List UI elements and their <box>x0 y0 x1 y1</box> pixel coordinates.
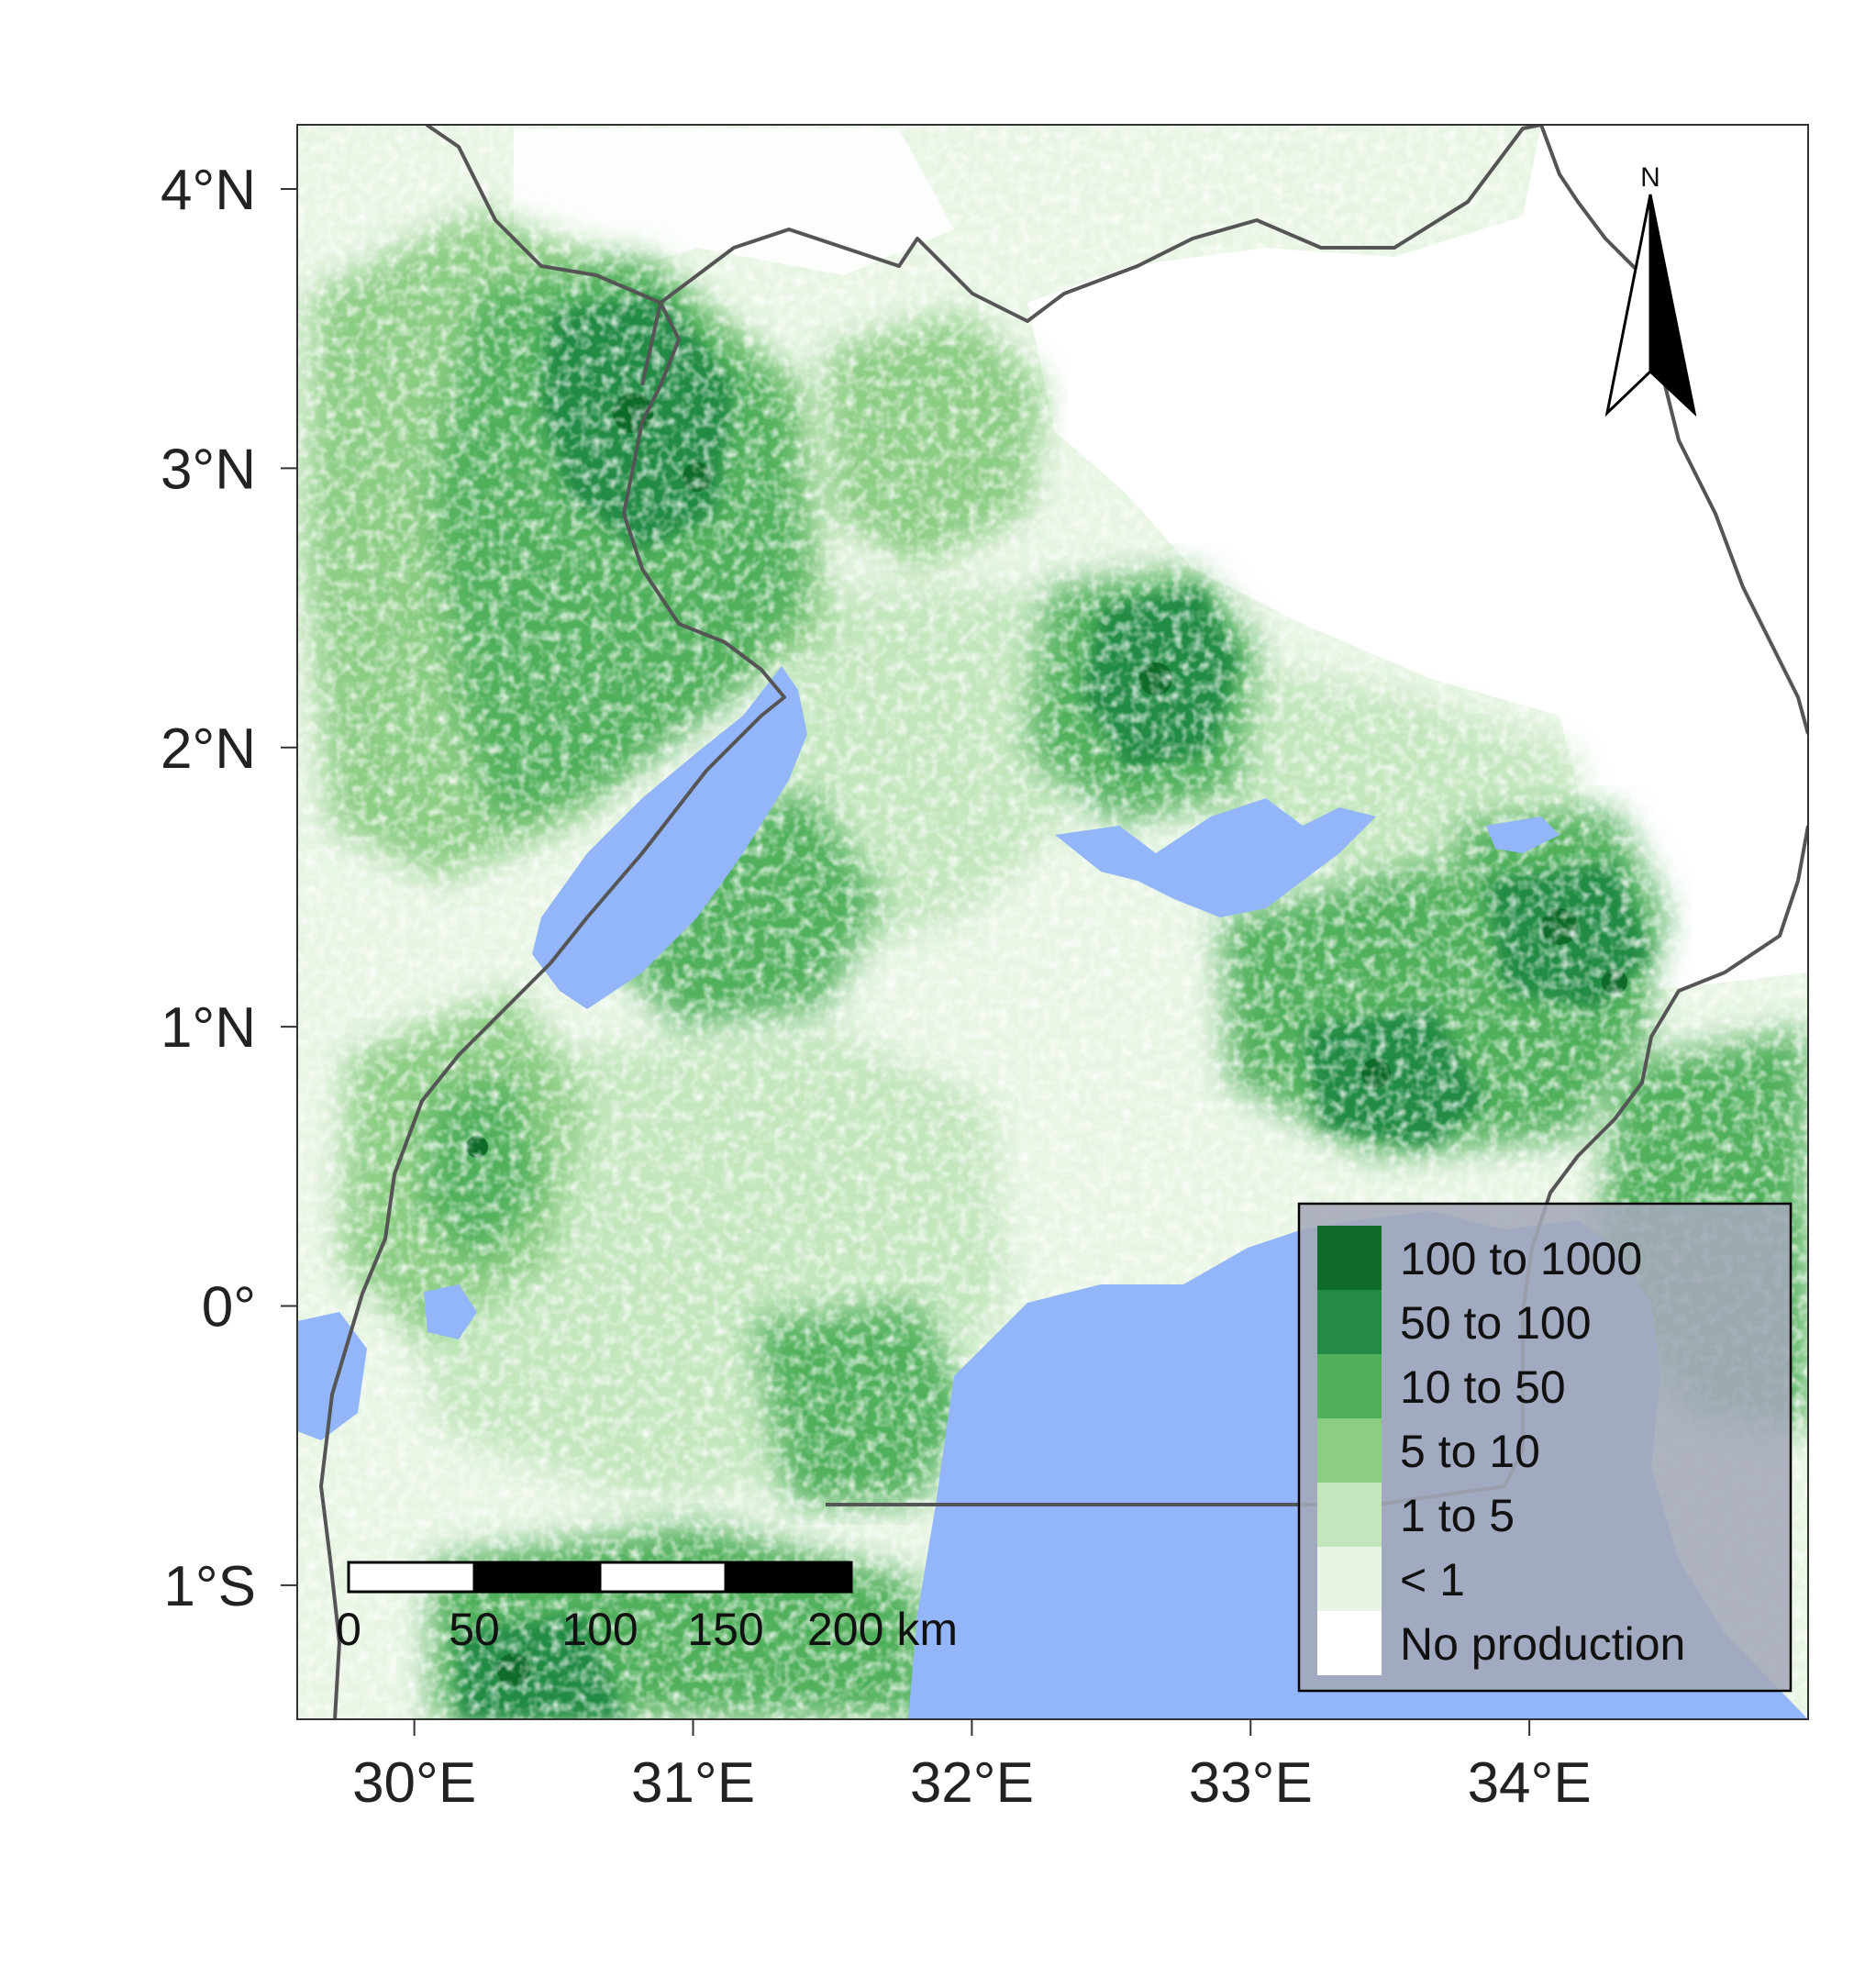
legend-label-3: 5 to 10 <box>1400 1426 1540 1477</box>
lake-albert <box>532 666 807 1009</box>
lake-edward <box>297 1312 367 1440</box>
y-tick-label-3: 1°N <box>161 996 256 1060</box>
y-axis: 4°N 3°N 2°N 1°N 0° 1°S <box>161 159 297 1618</box>
map-frame <box>296 124 1809 1720</box>
scale-label-200: 200 km <box>807 1604 958 1655</box>
scale-label-100: 100 <box>561 1604 638 1655</box>
y-tick-label-4: 0° <box>202 1276 256 1339</box>
legend: 100 to 1000 50 to 100 10 to 50 5 to 10 1 to … <box>1297 1202 1793 1693</box>
x-tick-label-4: 34°E <box>1468 1751 1592 1815</box>
legend-label-4: 1 to 5 <box>1400 1490 1515 1541</box>
y-tick-label-1: 3°N <box>161 438 256 501</box>
map-panel <box>297 125 1808 1719</box>
x-tick-label-2: 32°E <box>910 1751 1034 1815</box>
north-arrow-right-half <box>1648 194 1697 417</box>
scale-segment-4 <box>724 1561 853 1594</box>
y-tick-label-5: 1°S <box>163 1555 256 1618</box>
legend-swatch-2 <box>1317 1354 1382 1418</box>
lake-george <box>424 1284 477 1339</box>
y-tick-label-2: 2°N <box>161 717 256 781</box>
scale-label-50: 50 <box>449 1604 500 1655</box>
legend-swatch-6 <box>1317 1611 1382 1675</box>
legend-label-0: 100 to 1000 <box>1400 1233 1642 1284</box>
x-tick-label-1: 31°E <box>631 1751 755 1815</box>
legend-swatch-4 <box>1317 1483 1382 1547</box>
scale-segment-1 <box>347 1561 476 1594</box>
legend-label-1: 50 to 100 <box>1400 1297 1592 1349</box>
x-tick-label-3: 33°E <box>1189 1751 1313 1815</box>
legend-swatch-0 <box>1317 1226 1382 1290</box>
lake-kyoga <box>1055 798 1376 917</box>
scale-bar: 0 50 100 150 200 km <box>336 1561 958 1655</box>
legend-swatch-3 <box>1317 1418 1382 1483</box>
y-tick-label-0: 4°N <box>161 159 256 222</box>
scale-segment-3 <box>598 1561 727 1594</box>
legend-swatch-1 <box>1317 1290 1382 1354</box>
north-arrow-label: N <box>1640 162 1660 193</box>
scale-label-150: 150 <box>687 1604 763 1655</box>
x-axis: 30°E 31°E 32°E 33°E 34°E <box>352 1719 1592 1815</box>
legend-label-2: 10 to 50 <box>1400 1361 1566 1413</box>
lake-bisina <box>1486 817 1560 853</box>
legend-label-6: No production <box>1400 1618 1685 1670</box>
scale-segment-2 <box>472 1561 602 1594</box>
legend-swatch-5 <box>1317 1547 1382 1611</box>
x-tick-label-0: 30°E <box>352 1751 476 1815</box>
scale-label-0: 0 <box>336 1604 361 1655</box>
legend-label-5: < 1 <box>1400 1554 1465 1606</box>
north-arrow: N <box>1604 162 1697 417</box>
country-border <box>319 125 1808 1719</box>
